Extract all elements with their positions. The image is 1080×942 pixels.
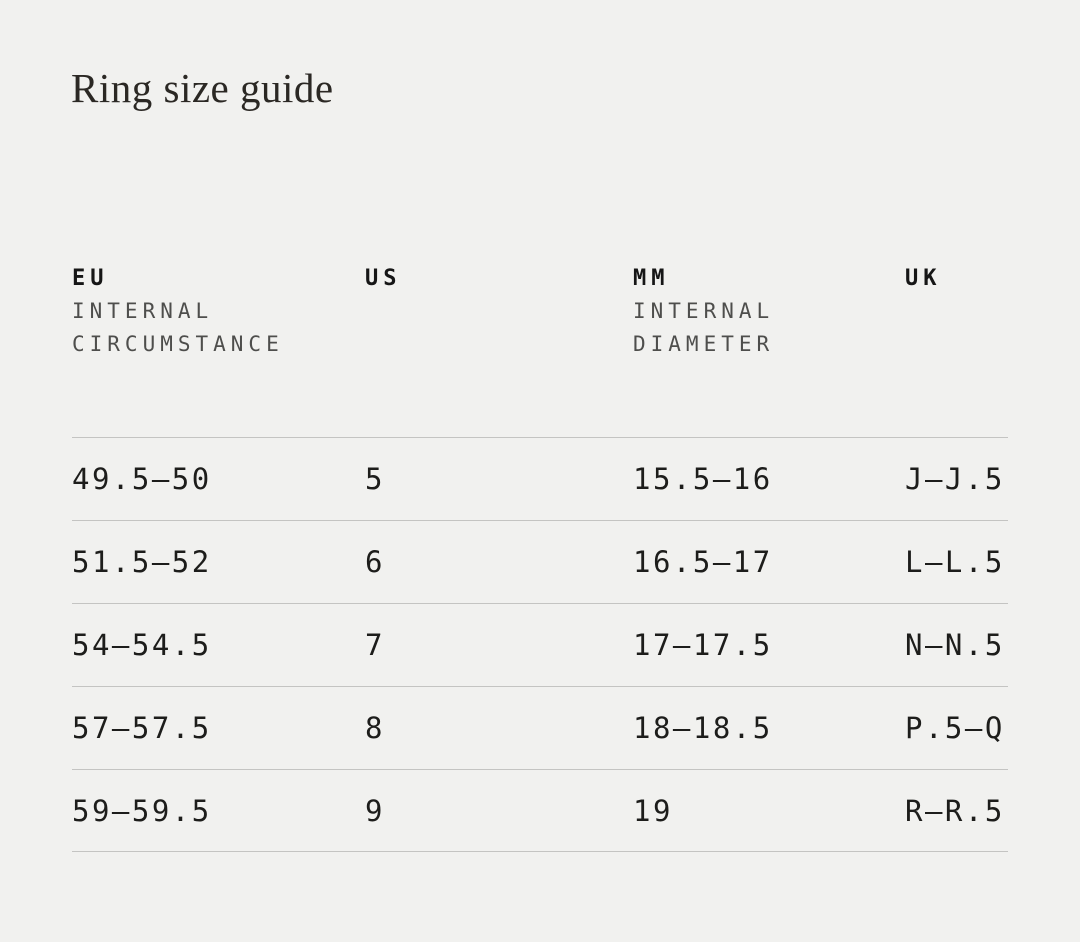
- ring-size-table: EU INTERNAL CIRCUMSTANCE US MM INTERNAL …: [72, 262, 1008, 852]
- column-header-eu: EU INTERNAL CIRCUMSTANCE: [72, 262, 365, 361]
- column-sub-mm-line1: INTERNAL: [633, 299, 775, 323]
- cell-eu: 54—54.5: [72, 628, 212, 662]
- cell-mm: 16.5—17: [633, 545, 773, 579]
- table-header-row: EU INTERNAL CIRCUMSTANCE US MM INTERNAL …: [72, 262, 1008, 361]
- cell-uk: N—N.5: [905, 628, 1005, 662]
- table-row: 59—59.5 9 19 R—R.5: [72, 769, 1008, 852]
- table-row: 54—54.5 7 17—17.5 N—N.5: [72, 603, 1008, 686]
- column-header-mm: MM INTERNAL DIAMETER: [633, 262, 905, 361]
- cell-eu: 59—59.5: [72, 793, 212, 828]
- column-header-uk: UK: [905, 262, 1008, 361]
- column-sub-eu-line1: INTERNAL: [72, 299, 214, 323]
- table-row: 51.5—52 6 16.5—17 L—L.5: [72, 520, 1008, 603]
- cell-us: 5: [365, 462, 385, 496]
- cell-us: 7: [365, 628, 385, 662]
- cell-us: 8: [365, 711, 385, 745]
- column-header-us: US: [365, 262, 633, 361]
- cell-us: 9: [365, 793, 385, 828]
- cell-eu: 57—57.5: [72, 711, 212, 745]
- cell-mm: 18—18.5: [633, 711, 773, 745]
- column-code-uk: UK: [905, 266, 942, 291]
- column-code-eu: EU: [72, 266, 109, 291]
- cell-uk: L—L.5: [905, 545, 1005, 579]
- column-sub-eu-line2: CIRCUMSTANCE: [72, 332, 284, 356]
- cell-uk: J—J.5: [905, 462, 1005, 496]
- column-code-us: US: [365, 266, 402, 291]
- column-sub-mm-line2: DIAMETER: [633, 332, 775, 356]
- cell-eu: 49.5—50: [72, 462, 212, 496]
- page-title: Ring size guide: [71, 65, 334, 111]
- cell-eu: 51.5—52: [72, 545, 212, 579]
- cell-us: 6: [365, 545, 385, 579]
- cell-mm: 15.5—16: [633, 462, 773, 496]
- table-row: 49.5—50 5 15.5—16 J—J.5: [72, 437, 1008, 520]
- cell-mm: 19: [633, 793, 673, 828]
- cell-uk: P.5—Q: [905, 711, 1005, 745]
- table-row: 57—57.5 8 18—18.5 P.5—Q: [72, 686, 1008, 769]
- column-code-mm: MM: [633, 266, 670, 291]
- cell-uk: R—R.5: [905, 793, 1005, 828]
- cell-mm: 17—17.5: [633, 628, 773, 662]
